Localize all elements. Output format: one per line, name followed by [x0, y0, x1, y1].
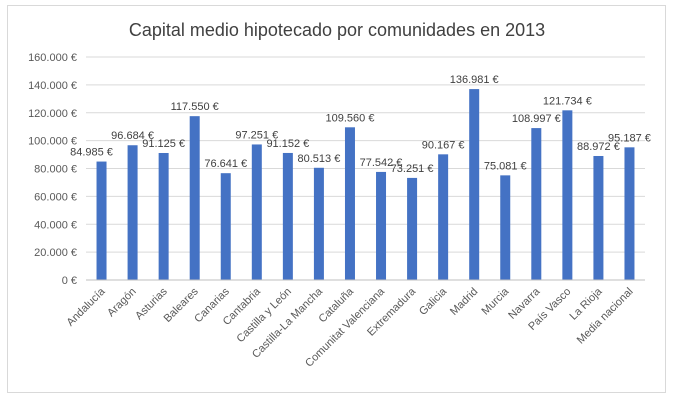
data-label: 97.251 € — [235, 129, 278, 141]
bar — [407, 177, 418, 280]
bar — [438, 154, 449, 280]
bars — [96, 89, 635, 280]
y-tick-label: 120.000 € — [28, 108, 77, 120]
x-category-label: Media nacional — [575, 286, 636, 347]
y-tick-label: 100.000 € — [28, 136, 77, 148]
y-axis-tick-labels: 0 € 20.000 € 40.000 € 60.000 € 80.000 € 100.0… — [28, 52, 77, 287]
bar — [158, 152, 169, 280]
bar — [469, 89, 480, 280]
bar — [127, 145, 138, 280]
y-tick-label: 40.000 € — [34, 219, 77, 231]
y-tick-label: 60.000 € — [34, 191, 77, 203]
x-category-label: Madrid — [448, 286, 480, 318]
bar — [562, 110, 573, 280]
bar — [531, 128, 542, 280]
data-label: 75.081 € — [484, 160, 527, 172]
bar — [96, 161, 107, 280]
data-label: 91.125 € — [142, 138, 185, 150]
data-label: 96.684 € — [111, 130, 154, 142]
bar — [313, 167, 324, 280]
data-label: 121.734 € — [543, 95, 592, 107]
gridlines — [86, 56, 645, 253]
bar — [189, 116, 200, 280]
data-label: 76.641 € — [204, 158, 247, 170]
bar — [624, 147, 635, 280]
data-label: 84.985 € — [70, 147, 113, 159]
chart-frame — [7, 5, 666, 393]
bar — [220, 173, 231, 280]
y-tick-label: 160.000 € — [28, 52, 77, 64]
y-tick-label: 80.000 € — [34, 164, 77, 176]
y-tick-label: 0 € — [62, 275, 77, 287]
data-label: 109.560 € — [326, 112, 375, 124]
data-labels: 84.985 € 96.684 €91.125 € 117.550 € 76.641 … — [70, 74, 651, 175]
data-label: 95.187 € — [608, 132, 651, 144]
bar — [593, 155, 604, 280]
bar — [282, 152, 293, 280]
chart-title: Capital medio hipotecado por comunidades… — [129, 20, 545, 40]
x-category-label: Andalucía — [65, 285, 109, 329]
data-label: 88.972 € — [577, 141, 620, 153]
bar — [376, 171, 387, 280]
data-label: 136.981 € — [450, 74, 499, 86]
data-label: 108.997 € — [512, 113, 561, 125]
data-label: 91.152 € — [266, 138, 309, 150]
bar — [251, 144, 262, 280]
y-tick-label: 20.000 € — [34, 247, 77, 259]
data-label: 77.542 € — [360, 157, 403, 169]
x-axis-category-labels: AndalucíaAragónAsturiasBalearesCanariasC… — [65, 285, 636, 370]
data-label: 73.251 € — [391, 163, 434, 175]
y-tick-label: 140.000 € — [28, 80, 77, 92]
bar — [500, 175, 511, 280]
x-category-label: Castilla y León — [234, 286, 294, 346]
data-label: 117.550 € — [171, 101, 219, 113]
data-label: 90.167 € — [422, 139, 465, 151]
data-label: 80.513 € — [298, 153, 341, 165]
x-category-label: Galicia — [417, 285, 450, 318]
bar — [344, 127, 355, 280]
